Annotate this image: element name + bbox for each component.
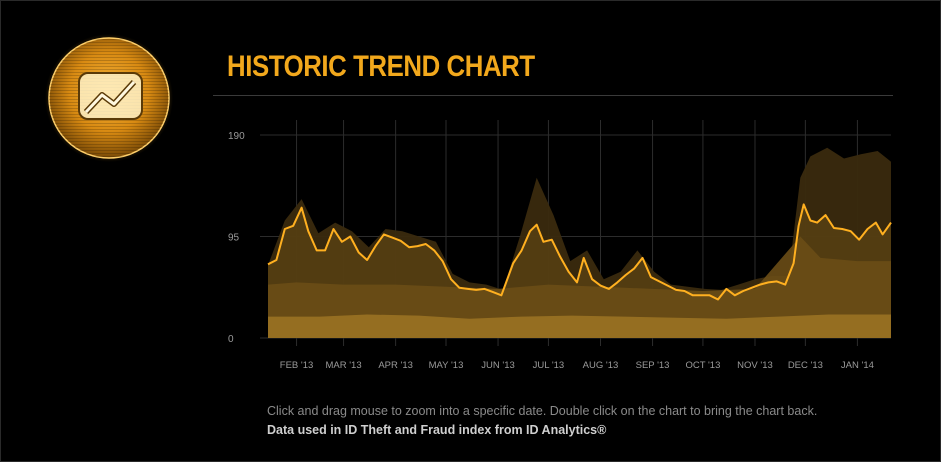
lower-band-area xyxy=(268,314,891,338)
x-tick-label: NOV '13 xyxy=(737,360,773,371)
title-divider xyxy=(213,95,893,96)
x-tick-label: JAN '14 xyxy=(841,360,874,371)
trend-chart[interactable]: 0 95 190 FEB '13 MAR '13 APR '13 MAY '13 JUN '1… xyxy=(218,120,898,380)
x-tick-label: SEP '13 xyxy=(636,360,670,371)
page-title: HISTORIC TREND CHART xyxy=(227,50,535,83)
x-tick-label: MAR '13 xyxy=(325,360,361,371)
y-tick-label: 0 xyxy=(228,334,234,345)
x-tick-label: OCT '13 xyxy=(685,360,720,371)
trend-chart-icon xyxy=(44,33,174,163)
zoom-instructions: Click and drag mouse to zoom into a spec… xyxy=(267,404,818,418)
x-tick-label: JUL '13 xyxy=(533,360,565,371)
x-tick-label: DEC '13 xyxy=(788,360,823,371)
x-tick-label: FEB '13 xyxy=(280,360,314,371)
middle-band-area xyxy=(268,236,891,338)
y-tick-label: 190 xyxy=(228,131,245,142)
data-credit: Data used in ID Theft and Fraud index fr… xyxy=(267,423,607,437)
x-tick-label: APR '13 xyxy=(378,360,413,371)
x-tick-label: JUN '13 xyxy=(481,360,515,371)
y-tick-label: 95 xyxy=(228,233,240,244)
index-line xyxy=(267,203,892,301)
x-tick-label: AUG '13 xyxy=(583,360,619,371)
x-tick-label: MAY '13 xyxy=(429,360,464,371)
